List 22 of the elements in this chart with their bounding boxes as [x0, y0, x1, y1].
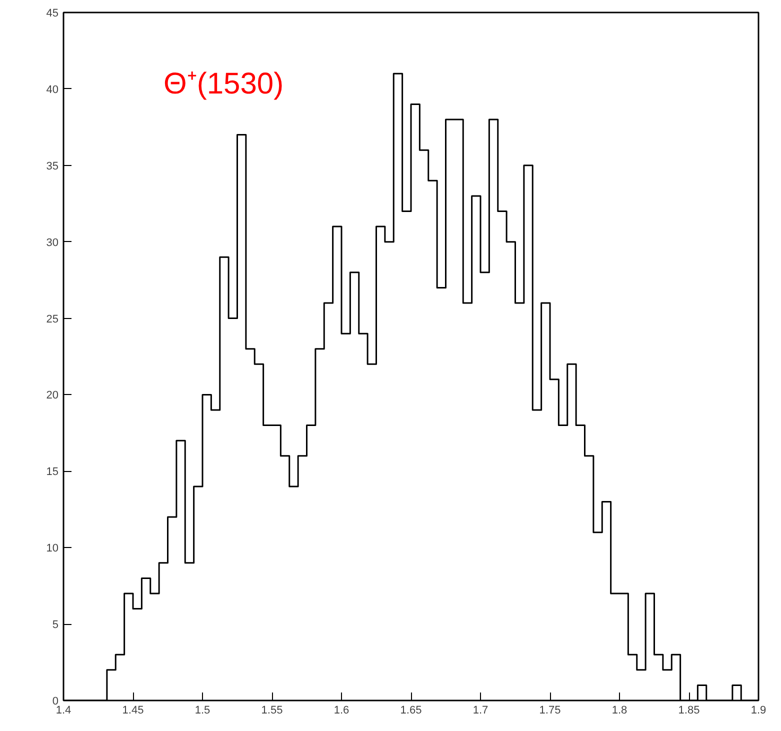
y-tick-label: 0	[52, 696, 59, 708]
x-tick-label: 1.45	[122, 704, 144, 716]
y-tick-label: 35	[46, 160, 59, 172]
y-tick-label: 10	[46, 542, 59, 555]
y-tick-label: 45	[46, 8, 59, 20]
y-tick-label: 40	[46, 84, 59, 96]
x-tick-label: 1.6	[334, 704, 350, 716]
y-tick-label: 25	[46, 313, 59, 326]
x-tick-label: 1.9	[750, 704, 766, 716]
x-tick-label: 1.8	[612, 704, 628, 716]
y-tick-label: 30	[46, 236, 59, 249]
x-tick-label: 1.4	[56, 704, 72, 716]
x-tick-label: 1.65	[400, 704, 422, 716]
x-tick-label: 1.55	[261, 704, 283, 716]
x-tick-label: 1.85	[678, 704, 700, 716]
x-tick-label: 1.7	[472, 704, 488, 716]
annotation: Θ⁺(1530)	[164, 68, 284, 100]
y-tick-label: 15	[46, 466, 59, 478]
y-tick-label: 5	[52, 619, 59, 632]
x-tick-label: 1.5	[194, 704, 210, 716]
y-tick-label: 20	[46, 390, 59, 402]
x-tick-label: 1.75	[539, 704, 561, 716]
